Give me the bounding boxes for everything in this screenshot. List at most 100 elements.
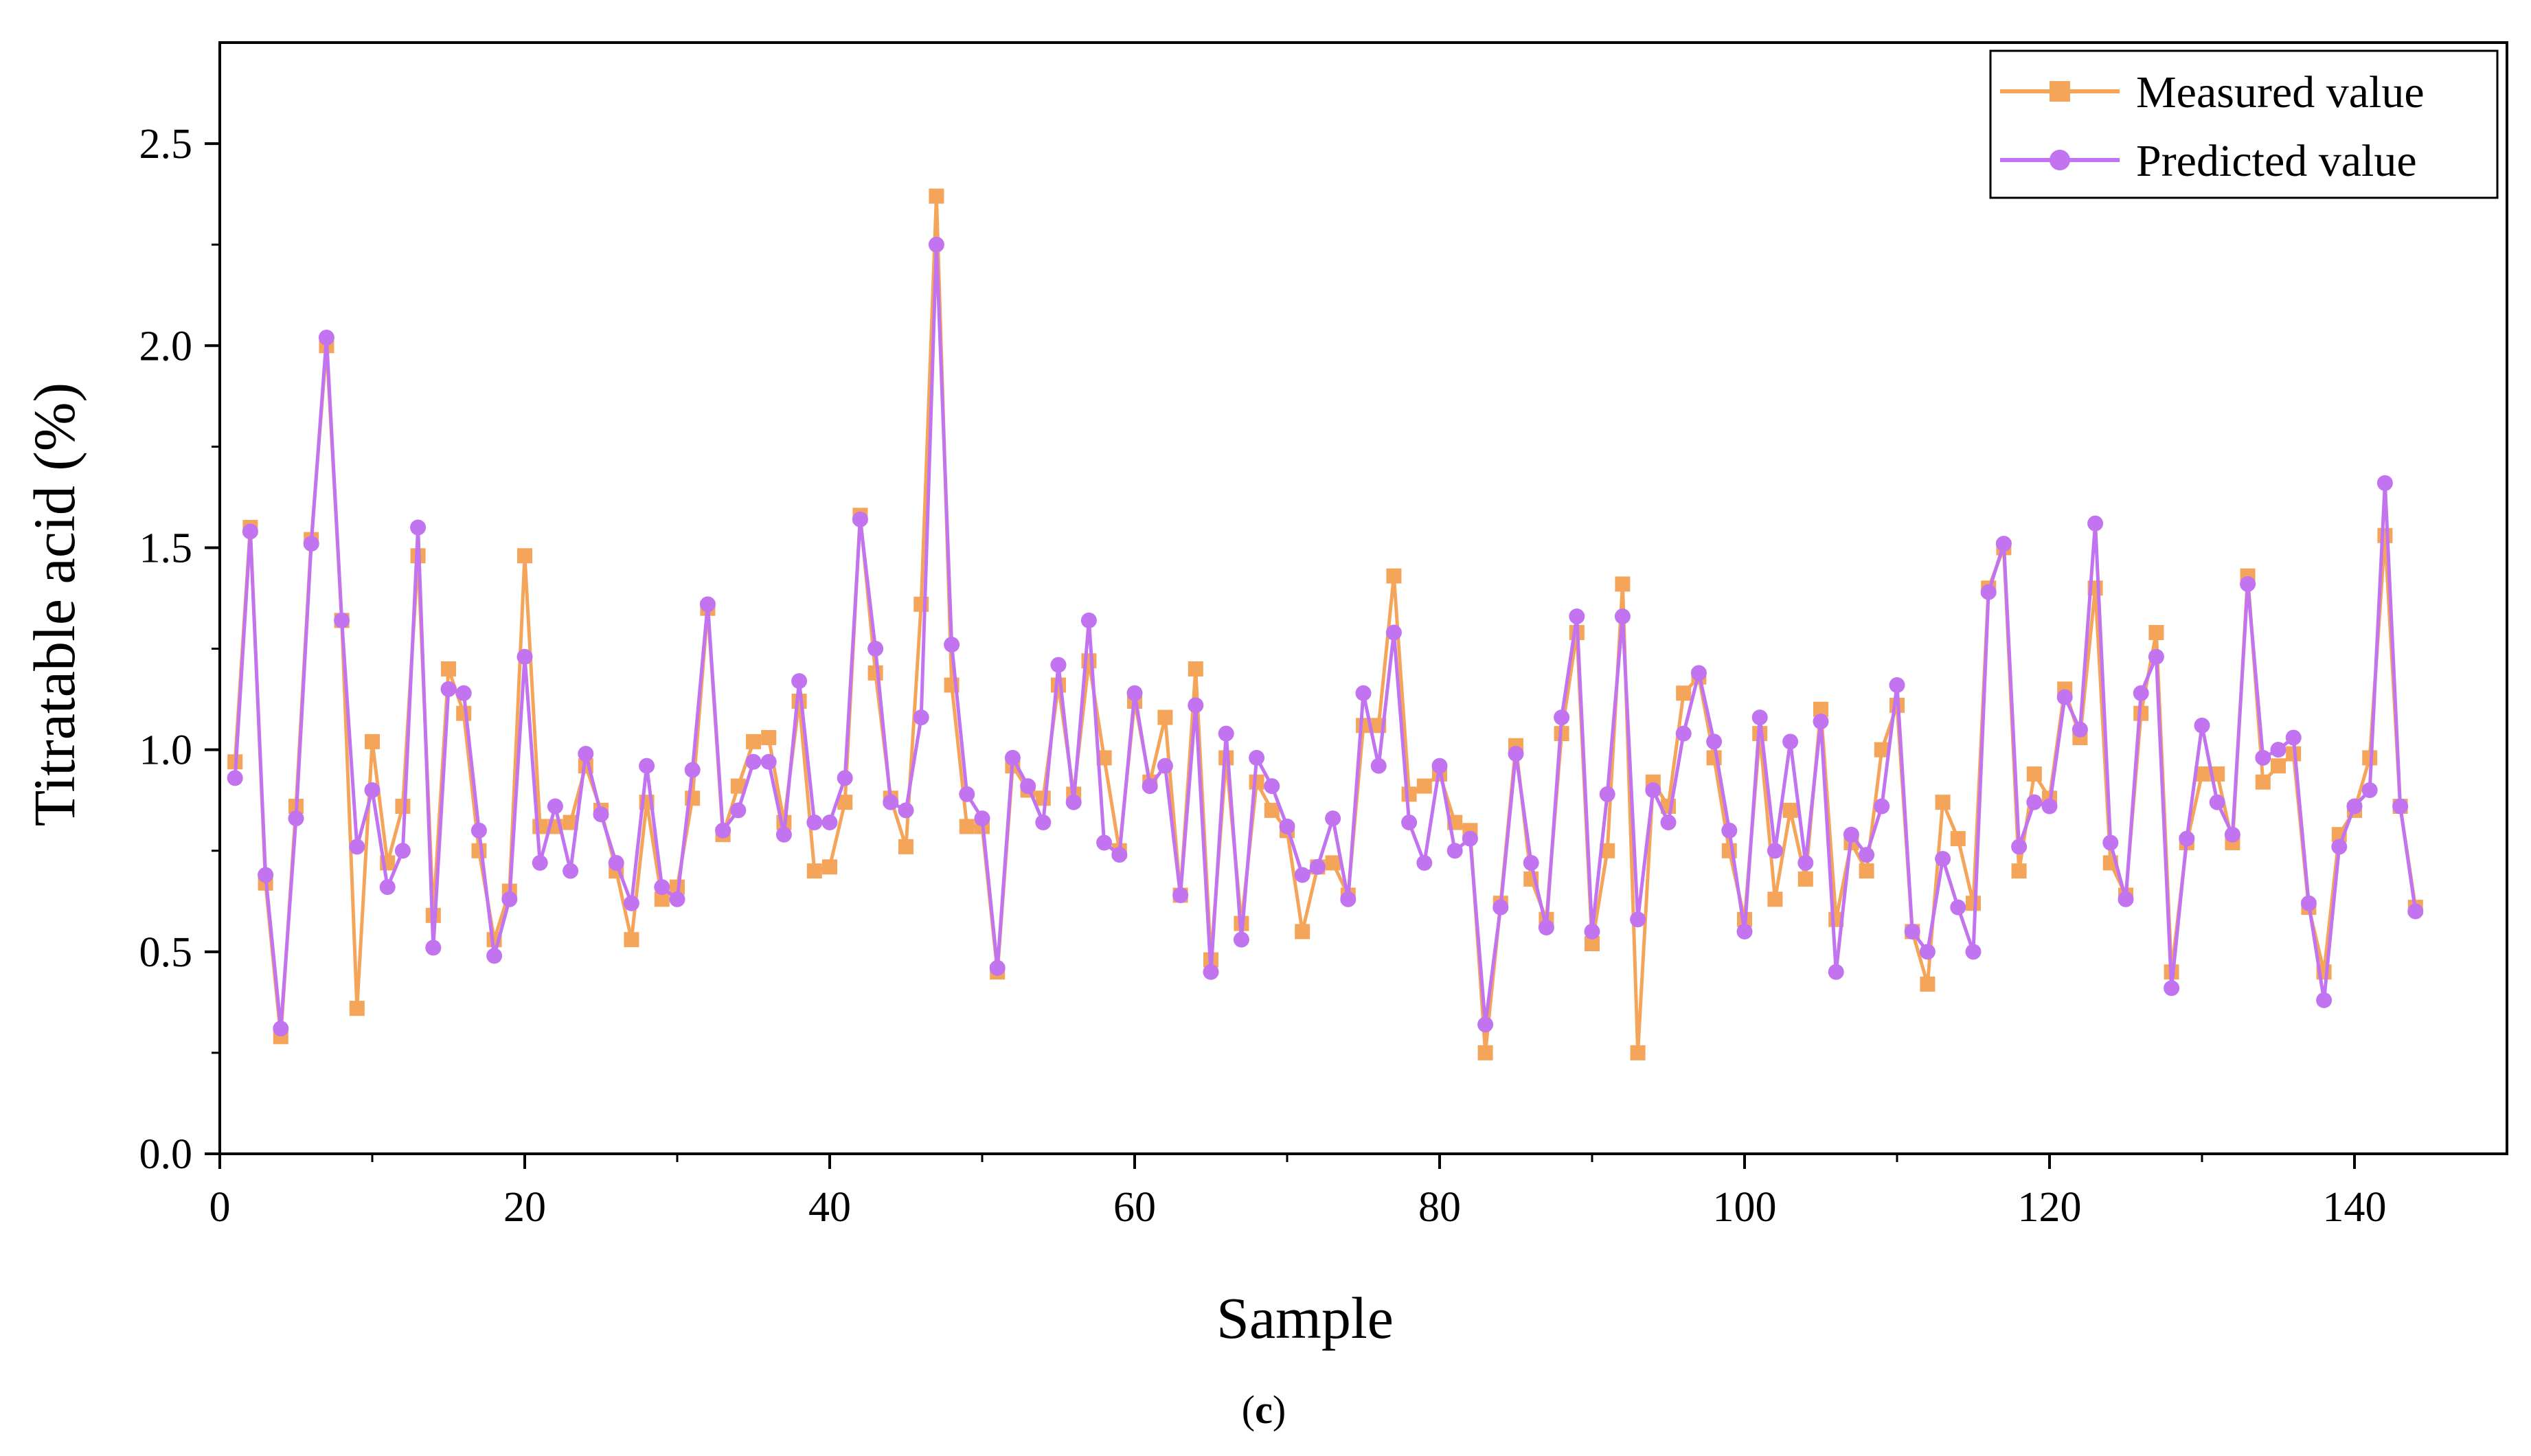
data-point-measured [1615, 576, 1631, 592]
data-point-predicted [775, 826, 792, 843]
data-point-measured [1035, 790, 1051, 806]
data-point-predicted [455, 685, 472, 701]
data-point-predicted [883, 794, 899, 810]
data-point-measured [1935, 795, 1951, 810]
x-tick-label: 80 [1418, 1184, 1461, 1231]
data-point-predicted [2331, 839, 2348, 855]
data-point-measured [1966, 896, 1981, 911]
data-point-predicted [1020, 778, 1036, 795]
data-point-predicted [1675, 725, 1692, 742]
data-point-predicted [379, 879, 396, 896]
data-point-measured [1950, 831, 1966, 847]
data-point-predicted [1980, 584, 1997, 600]
data-point-measured [517, 548, 532, 564]
data-point-predicted [1874, 798, 1890, 815]
data-point-predicted [1554, 709, 1570, 726]
data-point-predicted [1065, 794, 1082, 810]
data-point-measured [1782, 802, 1798, 818]
data-point-predicted [2407, 903, 2424, 920]
data-point-predicted [2300, 895, 2317, 911]
y-tick-label: 0.0 [139, 1131, 193, 1178]
data-point-measured [349, 1001, 365, 1016]
data-point-predicted [1508, 746, 1524, 762]
data-point-predicted [2255, 749, 2271, 766]
data-point-measured [959, 819, 975, 834]
data-point-predicted [1294, 867, 1310, 883]
data-point-measured [1325, 855, 1341, 871]
data-point-predicted [1080, 612, 1097, 628]
data-point-predicted [334, 612, 350, 628]
data-point-predicted [2164, 980, 2180, 997]
data-point-measured [1416, 778, 1432, 794]
data-point-predicted [928, 236, 944, 253]
x-tick-label: 20 [503, 1184, 546, 1231]
data-point-predicted [2392, 798, 2409, 815]
data-point-predicted [898, 802, 914, 819]
data-point-measured [1767, 891, 1783, 907]
data-point-measured [1096, 750, 1112, 766]
data-point-predicted [394, 843, 411, 859]
data-point-predicted [760, 753, 777, 770]
data-point-measured [1920, 976, 1936, 992]
data-point-predicted [654, 879, 670, 896]
data-point-measured [806, 863, 822, 879]
data-point-measured [2271, 758, 2286, 774]
data-point-measured [1295, 924, 1310, 940]
data-point-measured [1630, 1045, 1646, 1060]
data-point-measured [2377, 527, 2393, 543]
x-axis-title: Sample [1216, 1285, 1394, 1351]
data-point-predicted [532, 854, 548, 871]
data-point-predicted [1233, 931, 1249, 948]
data-point-predicted [1111, 847, 1128, 863]
data-point-predicted [425, 940, 442, 956]
data-point-predicted [989, 959, 1006, 976]
data-point-predicted [806, 815, 823, 831]
data-point-predicted [623, 895, 639, 911]
data-point-measured [837, 795, 853, 810]
data-point-predicted [2011, 839, 2028, 855]
data-point-predicted [669, 891, 685, 907]
legend-label-measured: Measured value [2136, 67, 2425, 117]
data-point-predicted [1523, 854, 1539, 871]
data-point-predicted [1249, 749, 1265, 766]
data-point-measured [563, 815, 578, 830]
plot-frame [218, 41, 2508, 1155]
data-point-measured [1797, 871, 1813, 887]
legend-marker-predicted [2050, 150, 2070, 170]
data-point-predicted [288, 810, 304, 827]
data-point-predicted [1126, 685, 1143, 701]
data-point-predicted [318, 330, 334, 346]
caption-open: ( [1242, 1387, 1255, 1432]
data-point-measured [1874, 742, 1889, 758]
y-axis: 0.0 0.5 1.0 1.5 2.0 2.5 [139, 121, 220, 1178]
data-point-predicted [944, 637, 960, 653]
data-point-predicted [699, 596, 716, 613]
data-point-predicted [1995, 536, 2012, 552]
data-point-predicted [2026, 794, 2043, 810]
data-point-predicted [1203, 964, 1219, 980]
data-point-predicted [1279, 818, 1295, 834]
data-point-predicted [2361, 782, 2378, 798]
data-point-predicted [1446, 843, 1463, 859]
data-point-predicted [1660, 815, 1677, 831]
data-point-predicted [1538, 920, 1554, 936]
data-point-predicted [791, 673, 808, 690]
data-point-predicted [2179, 830, 2195, 847]
data-point-predicted [1188, 697, 1204, 714]
data-point-predicted [2270, 742, 2286, 758]
data-point-predicted [1797, 854, 1814, 871]
data-point-predicted [974, 810, 990, 827]
y-tick-label: 0.5 [139, 929, 193, 976]
data-point-predicted [1385, 624, 1402, 641]
data-point-predicted [1004, 749, 1021, 766]
data-point-predicted [1690, 665, 1707, 681]
y-tick-label: 2.0 [139, 323, 193, 369]
data-point-measured [730, 778, 746, 794]
data-point-predicted [1751, 709, 1768, 726]
data-point-predicted [2240, 576, 2256, 592]
data-point-predicted [547, 798, 563, 815]
data-point-measured [1386, 568, 1402, 584]
x-tick-label: 40 [808, 1184, 851, 1231]
data-point-predicted [684, 762, 701, 778]
